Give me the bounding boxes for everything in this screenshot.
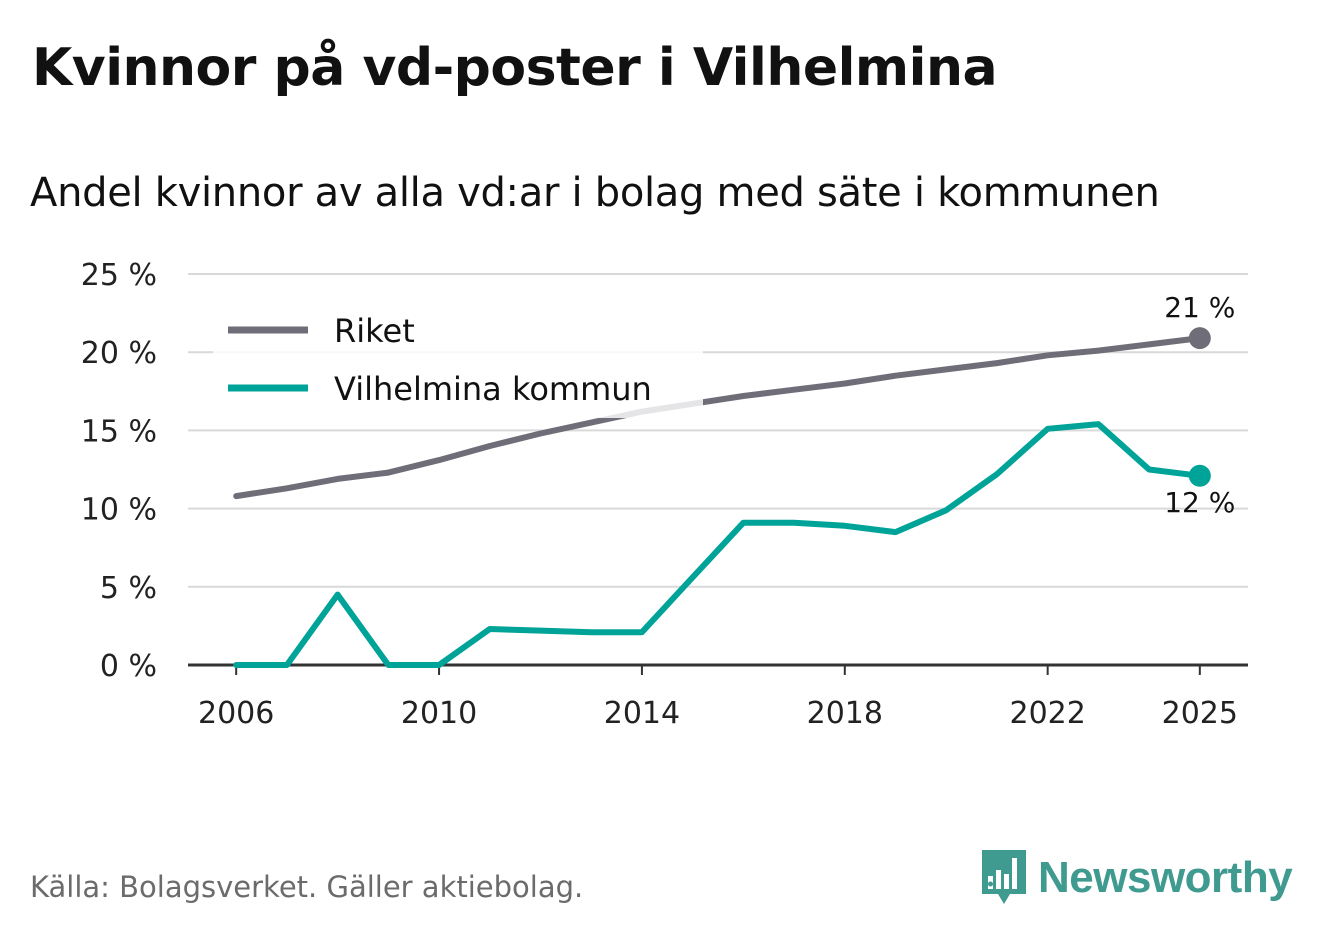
- brand-logo[interactable]: Newsworthy: [980, 848, 1293, 908]
- data-point-vilhelmina: [1095, 421, 1101, 427]
- line-chart: 0 % 5 % 10 % 15 % 20 % 25 % 2006 2010 2014 2018 20…: [81, 258, 1248, 731]
- data-point-riket: [233, 493, 239, 499]
- data-point-vilhelmina: [487, 626, 493, 632]
- x-tick-label: 2018: [807, 696, 883, 731]
- data-point-riket: [740, 393, 746, 399]
- data-point-riket: [436, 457, 442, 463]
- data-point-vilhelmina: [893, 529, 899, 535]
- y-tick-label: 5 %: [100, 571, 157, 606]
- chart-subtitle: Andel kvinnor av alla vd:ar i bolag med …: [30, 170, 1160, 216]
- data-point-vilhelmina: [588, 629, 594, 635]
- series-line-riket: [233, 335, 1203, 500]
- y-tick-label: 25 %: [81, 258, 157, 293]
- data-point-vilhelmina: [690, 574, 696, 580]
- data-point-vilhelmina: [994, 471, 1000, 477]
- y-tick-label: 15 %: [81, 414, 157, 449]
- chart-title: Kvinnor på vd-poster i Vilhelmina: [32, 38, 998, 98]
- y-tick-label: 0 %: [100, 649, 157, 684]
- end-value-label: 12 %: [1164, 486, 1235, 519]
- x-tick-label: 2022: [1009, 696, 1085, 731]
- data-point-riket: [1045, 352, 1051, 358]
- data-point-vilhelmina: [842, 523, 848, 529]
- data-point-riket: [1095, 348, 1101, 354]
- data-point-riket: [588, 420, 594, 426]
- data-point-riket: [791, 387, 797, 393]
- x-tick-label: 2006: [198, 696, 274, 731]
- data-point-riket: [994, 360, 1000, 366]
- x-tick-label: 2025: [1162, 696, 1238, 731]
- series-line-vilhelmina: [233, 421, 1203, 668]
- legend-label: Riket: [334, 312, 415, 350]
- data-point-vilhelmina: [1146, 467, 1152, 473]
- data-point-vilhelmina: [284, 662, 290, 668]
- end-marker: [1188, 464, 1211, 487]
- source-note: Källa: Bolagsverket. Gäller aktiebolag.: [30, 870, 584, 904]
- legend-background: [213, 300, 703, 418]
- x-tick-label: 2010: [401, 696, 477, 731]
- data-point-riket: [943, 366, 949, 372]
- data-point-vilhelmina: [537, 628, 543, 634]
- data-point-riket: [284, 485, 290, 491]
- legend-label: Vilhelmina kommun: [334, 370, 652, 408]
- end-value-label: 21 %: [1164, 291, 1235, 324]
- data-point-vilhelmina: [791, 520, 797, 526]
- data-point-riket: [893, 373, 899, 379]
- data-point-vilhelmina: [943, 507, 949, 513]
- data-point-riket: [537, 431, 543, 437]
- data-point-riket: [487, 443, 493, 449]
- data-point-riket: [385, 470, 391, 476]
- data-point-vilhelmina: [740, 520, 746, 526]
- brand-name: Newsworthy: [1038, 853, 1293, 902]
- data-point-riket: [842, 380, 848, 386]
- data-point-vilhelmina: [335, 592, 341, 598]
- y-tick-label: 20 %: [81, 336, 157, 371]
- data-point-vilhelmina: [1045, 426, 1051, 432]
- data-point-riket: [1146, 341, 1152, 347]
- data-point-vilhelmina: [233, 662, 239, 668]
- data-point-vilhelmina: [436, 662, 442, 668]
- y-tick-label: 10 %: [81, 493, 157, 528]
- end-marker: [1188, 327, 1211, 350]
- newsworthy-logo-icon: [982, 850, 1026, 904]
- data-point-vilhelmina: [385, 662, 391, 668]
- x-tick-label: 2014: [604, 696, 680, 731]
- data-point-vilhelmina: [639, 629, 645, 635]
- data-point-riket: [335, 476, 341, 482]
